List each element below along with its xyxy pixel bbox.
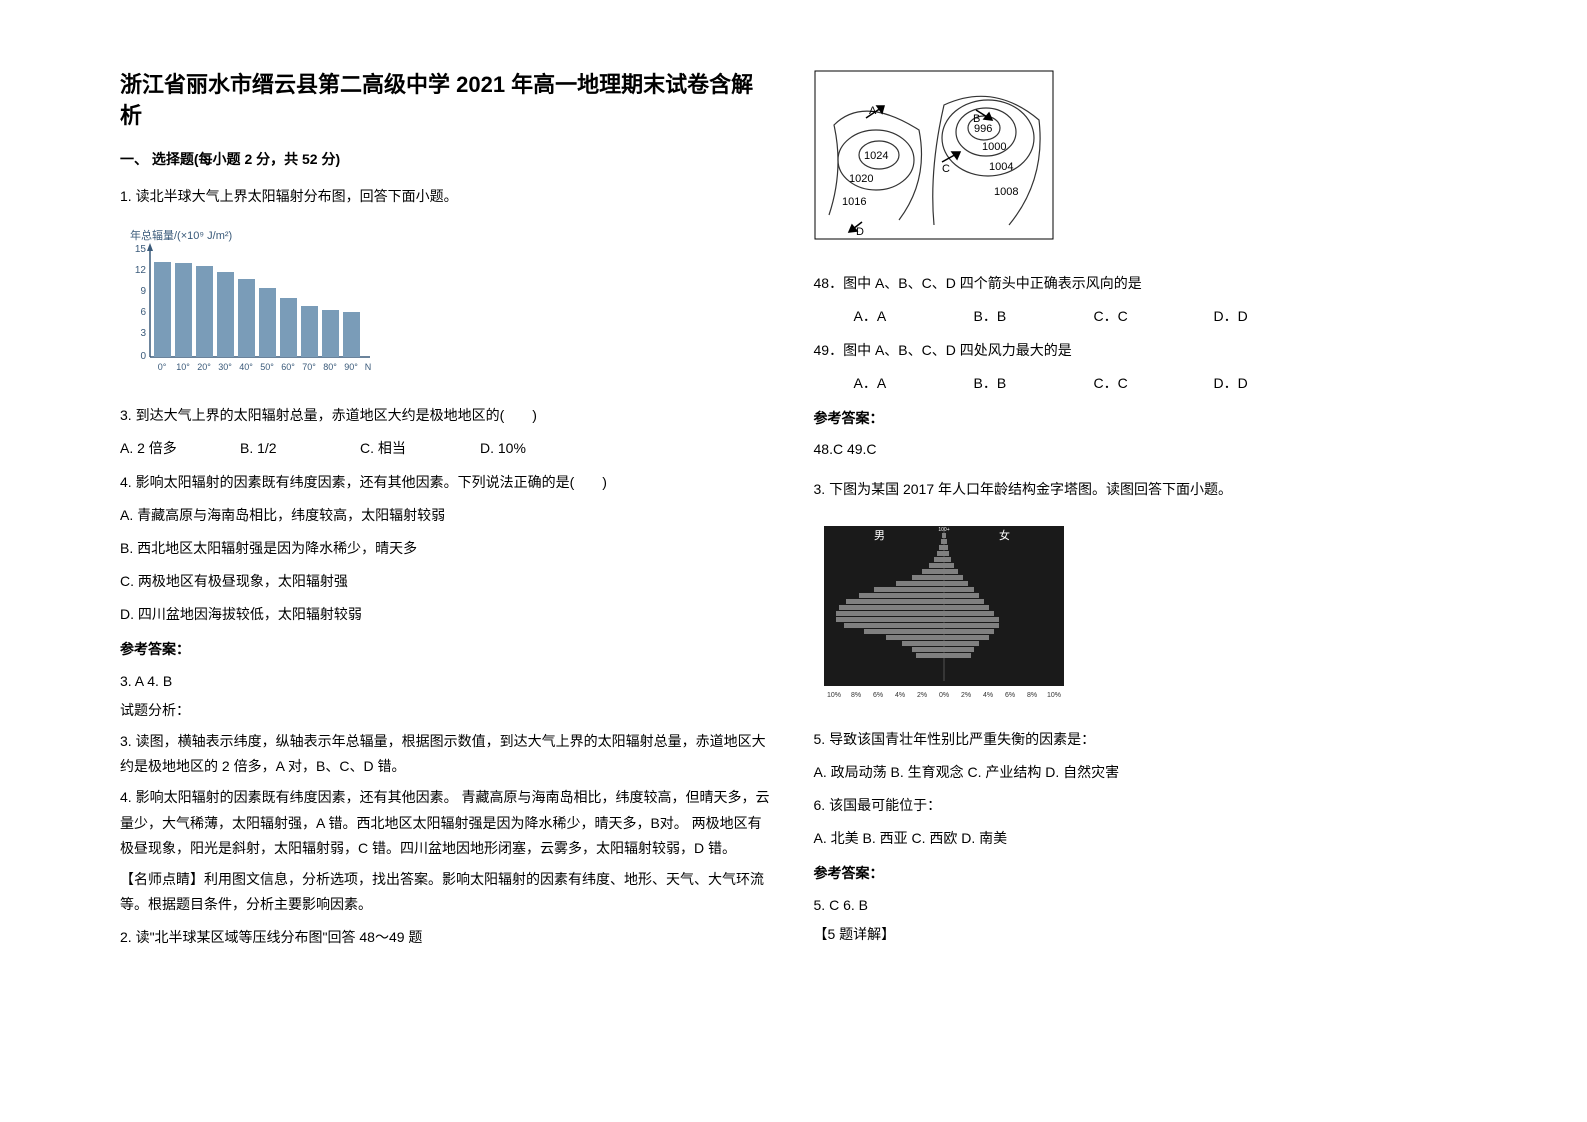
xtick: 6% [1004, 692, 1014, 699]
xtick: 4% [982, 692, 992, 699]
q4-opt-c: C. 两极地区有极昼现象，太阳辐射强 [120, 569, 774, 594]
q48-opt-c: C．C [1094, 304, 1174, 329]
ytick: 3 [140, 328, 146, 339]
q49-opt-c: C．C [1094, 371, 1174, 396]
ytick: 12 [135, 265, 147, 276]
analysis-3: 3. 读图，横轴表示纬度，纵轴表示年总辐量，根据图示数值，到达大气上界的太阳辐射… [120, 729, 774, 779]
ytick: 6 [140, 307, 146, 318]
q1-intro: 1. 读北半球大气上界太阳辐射分布图，回答下面小题。 [120, 184, 774, 209]
q3-opt-c: C. 相当 [360, 436, 440, 461]
isobar-chart: A B C D 1024 1020 1016 996 1000 1004 100… [814, 70, 1054, 240]
q48-text: 48．图中 A、B、C、D 四个箭头中正确表示风向的是 [814, 271, 1468, 296]
pyramid-chart: 男 女 [814, 521, 1074, 701]
iso-1020: 1020 [849, 173, 873, 185]
bar-chart: 年总辐量/(×10⁹ J/m²) 15 12 9 6 3 0 [120, 227, 380, 377]
age-label: 100+ [938, 527, 949, 533]
iso-1016: 1016 [842, 196, 866, 208]
xtick: 0% [938, 692, 948, 699]
tip-text: 【名师点睛】利用图文信息，分析选项，找出答案。影响太阳辐射的因素有纬度、地形、天… [120, 867, 774, 917]
q3-opt-b: B. 1/2 [240, 436, 320, 461]
xtick: 90° [344, 362, 358, 372]
q3-text: 3. 到达大气上界的太阳辐射总量，赤道地区大约是极地地区的( ) [120, 403, 774, 428]
arrow-a-label: A [869, 105, 877, 117]
male-label: 男 [874, 530, 885, 542]
q6-opts: A. 北美 B. 西亚 C. 西欧 D. 南美 [814, 826, 1468, 851]
q49-opt-d: D．D [1214, 371, 1294, 396]
female-label: 女 [999, 528, 1010, 542]
xtick: 70° [302, 362, 316, 372]
q2-intro: 2. 读"北半球某区域等压线分布图"回答 48～49 题 [120, 925, 774, 950]
ytick: 0 [140, 351, 146, 362]
q4-opt-a: A. 青藏高原与海南岛相比，纬度较高，太阳辐射较弱 [120, 503, 774, 528]
arrow-c-label: C [942, 163, 950, 175]
q49-opt-b: B．B [974, 371, 1054, 396]
q49-text: 49．图中 A、B、C、D 四处风力最大的是 [814, 338, 1468, 363]
q48-opt-a: A．A [854, 304, 934, 329]
answer-label-3: 参考答案： [814, 861, 1468, 886]
xtick: 80° [323, 362, 337, 372]
page-title: 浙江省丽水市缙云县第二高级中学 2021 年高一地理期末试卷含解析 [120, 70, 774, 132]
ytick: 9 [140, 286, 146, 297]
xtick: 2% [960, 692, 970, 699]
xtick: 0° [158, 362, 167, 372]
xtick: 8% [850, 692, 860, 699]
answer-label-1: 参考答案： [120, 637, 774, 662]
xtick: 30° [218, 362, 232, 372]
q6-text: 6. 该国最可能位于： [814, 793, 1468, 818]
answer-label-2: 参考答案： [814, 406, 1468, 431]
analysis-4: 4. 影响太阳辐射的因素既有纬度因素，还有其他因素。 青藏高原与海南岛相比，纬度… [120, 785, 774, 861]
q4-opt-b: B. 西北地区太阳辐射强是因为降水稀少，晴天多 [120, 536, 774, 561]
left-column: 浙江省丽水市缙云县第二高级中学 2021 年高一地理期末试卷含解析 一、 选择题… [100, 70, 794, 1052]
iso-1024: 1024 [864, 150, 888, 162]
section-1-header: 一、 选择题(每小题 2 分，共 52 分) [120, 147, 774, 172]
q48-opt-b: B．B [974, 304, 1054, 329]
q5-text: 5. 导致该国青壮年性别比严重失衡的因素是： [814, 727, 1468, 752]
xtick: 10% [1046, 692, 1060, 699]
arrow-d-label: D [856, 226, 864, 238]
q4-opt-d: D. 四川盆地因海拔较低，太阳辐射较弱 [120, 602, 774, 627]
iso-1004: 1004 [989, 161, 1013, 173]
xtick: 4% [894, 692, 904, 699]
iso-996: 996 [974, 123, 992, 135]
xtick: 10° [176, 362, 190, 372]
answer-34: 3. A 4. B [120, 669, 774, 694]
q3-opt-a: A. 2 倍多 [120, 436, 200, 461]
x-suffix: N [365, 362, 372, 372]
xtick: 40° [239, 362, 253, 372]
q49-opt-a: A．A [854, 371, 934, 396]
q4-text: 4. 影响太阳辐射的因素既有纬度因素，还有其他因素。下列说法正确的是( ) [120, 470, 774, 495]
xtick: 2% [916, 692, 926, 699]
xtick: 20° [197, 362, 211, 372]
detail-5: 【5 题详解】 [814, 922, 1468, 947]
q5-opts: A. 政局动荡 B. 生育观念 C. 产业结构 D. 自然灾害 [814, 760, 1468, 785]
analysis-label: 试题分析： [120, 698, 774, 723]
xtick: 6% [872, 692, 882, 699]
xtick: 60° [281, 362, 295, 372]
iso-1008: 1008 [994, 186, 1018, 198]
ytick: 15 [135, 244, 147, 255]
xtick: 8% [1026, 692, 1036, 699]
answer-4849: 48.C 49.C [814, 437, 1468, 462]
right-column: A B C D 1024 1020 1016 996 1000 1004 100… [794, 70, 1488, 1052]
xtick: 10% [826, 692, 840, 699]
q48-opt-d: D．D [1214, 304, 1294, 329]
xtick: 50° [260, 362, 274, 372]
q3-opt-d: D. 10% [480, 436, 560, 461]
bar-ylabel: 年总辐量/(×10⁹ J/m²) [130, 228, 232, 242]
q3b-intro: 3. 下图为某国 2017 年人口年龄结构金字塔图。读图回答下面小题。 [814, 477, 1468, 502]
iso-1000: 1000 [982, 141, 1006, 153]
answer-56: 5. C 6. B [814, 893, 1468, 918]
